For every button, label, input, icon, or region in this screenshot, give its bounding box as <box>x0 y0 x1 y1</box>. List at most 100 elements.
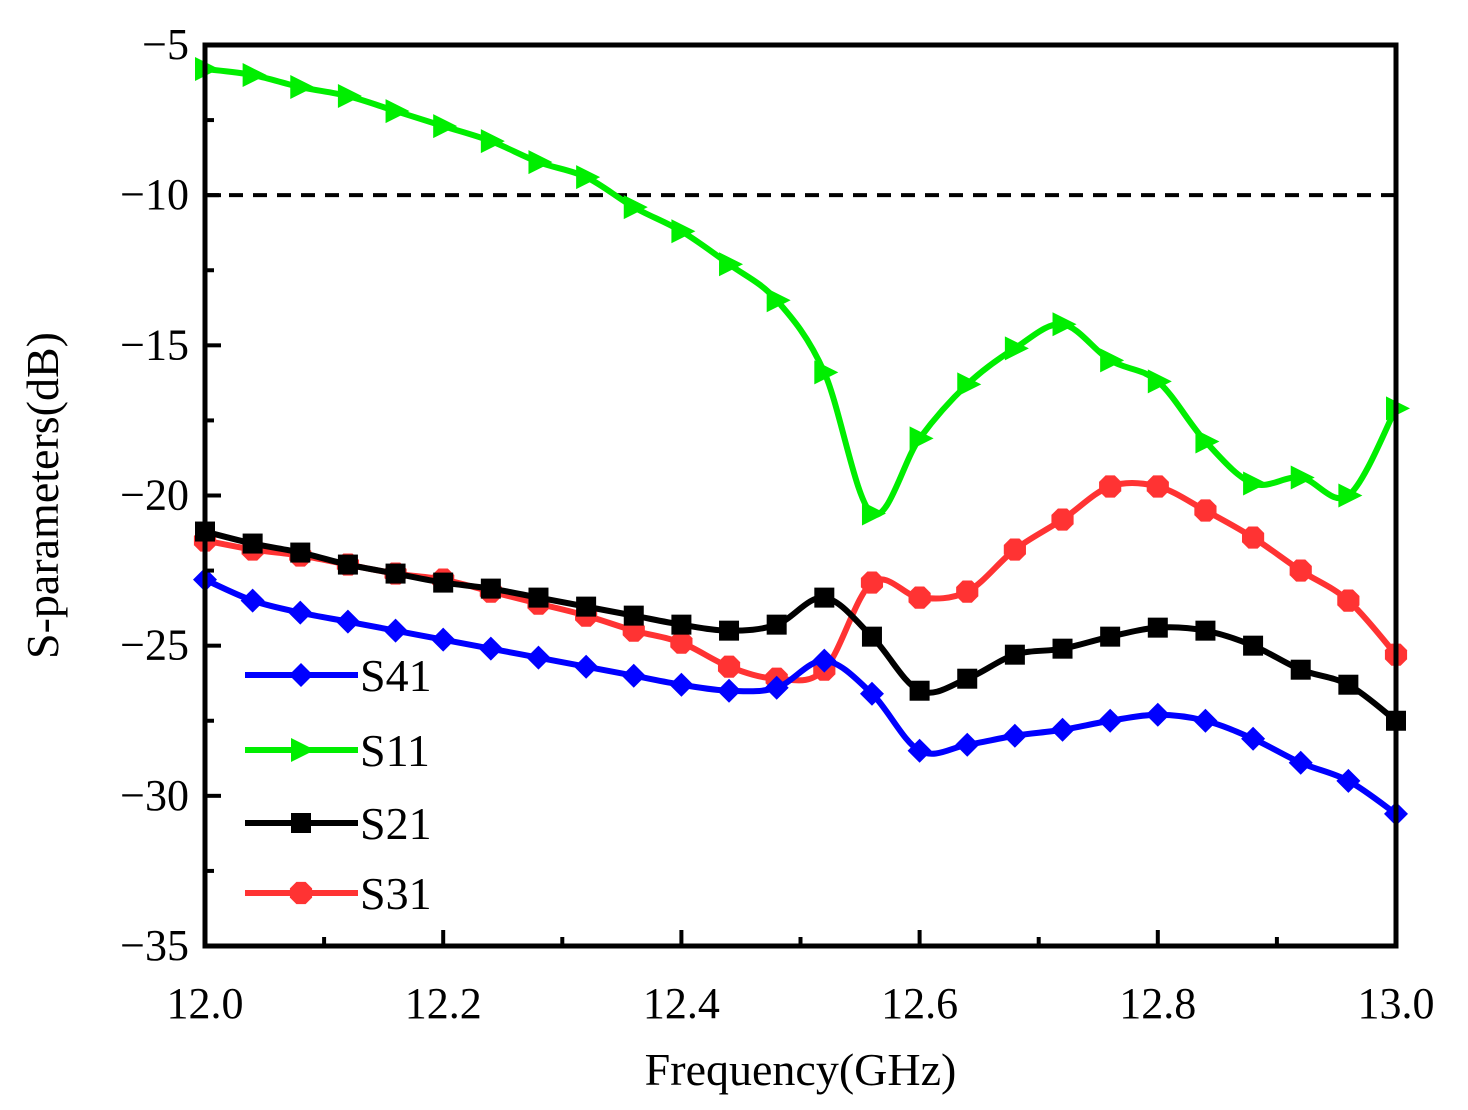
data-point-s41 <box>764 675 789 700</box>
data-point-s31 <box>1146 475 1169 498</box>
y-axis-title: S-parameters(dB) <box>17 332 68 659</box>
data-point-s31 <box>1099 475 1122 498</box>
data-point-s11 <box>433 114 458 139</box>
y-tick-label: −25 <box>120 621 189 670</box>
data-point-s21 <box>719 620 740 641</box>
data-point-s11 <box>814 360 839 385</box>
data-point-s11 <box>957 372 982 397</box>
y-tick-label: −10 <box>120 170 189 219</box>
data-point-s41 <box>1002 723 1027 748</box>
data-point-s11 <box>1338 483 1363 508</box>
legend: S41 S11 S21 S31 <box>245 650 432 919</box>
data-point-s11 <box>909 426 934 451</box>
data-point-s11 <box>576 165 601 190</box>
data-point-s21 <box>909 680 930 701</box>
legend-item-s31: S31 <box>245 868 432 919</box>
data-point-s31 <box>860 571 884 594</box>
data-point-s31 <box>670 631 693 654</box>
data-point-s21 <box>957 668 978 689</box>
data-point-s41 <box>812 648 837 673</box>
data-point-s41 <box>955 732 980 757</box>
data-point-s41 <box>526 645 551 670</box>
data-point-s21 <box>528 587 549 608</box>
legend-marker <box>291 738 315 762</box>
data-point-s11 <box>861 501 886 526</box>
x-tick-label: 12.4 <box>643 979 720 1028</box>
legend-label: S11 <box>360 725 430 776</box>
data-point-s41 <box>907 738 932 763</box>
data-point-s11 <box>766 288 791 313</box>
legend-marker <box>289 663 313 687</box>
data-point-s31 <box>908 586 931 609</box>
y-tick-label: −20 <box>120 471 189 520</box>
data-point-s41 <box>383 618 408 643</box>
legend-label: S21 <box>360 798 432 849</box>
y-tick-label: −5 <box>142 20 189 69</box>
data-point-s21 <box>671 614 692 635</box>
data-point-s41 <box>335 609 360 634</box>
data-point-s41 <box>431 627 456 652</box>
data-point-s11 <box>385 99 410 124</box>
data-point-s41 <box>1336 768 1361 793</box>
legend-item-s41: S41 <box>245 650 432 701</box>
data-point-s21 <box>480 578 501 599</box>
data-point-s21 <box>1243 635 1264 656</box>
data-point-s11 <box>1290 465 1315 490</box>
data-point-s31 <box>1003 538 1026 561</box>
data-point-s11 <box>671 219 696 244</box>
y-tick-label: −30 <box>120 771 189 820</box>
data-point-s11 <box>1100 348 1125 373</box>
legend-marker <box>289 881 313 905</box>
x-tick-label: 12.0 <box>167 979 244 1028</box>
data-point-s21 <box>1052 638 1073 659</box>
data-point-s11 <box>1004 336 1029 361</box>
x-tick-label: 13.0 <box>1358 979 1435 1028</box>
data-point-s21 <box>1338 674 1359 695</box>
data-point-s11 <box>1147 369 1172 394</box>
x-tick-label: 12.8 <box>1119 979 1196 1028</box>
legend-item-s11: S11 <box>245 725 430 776</box>
data-point-s21 <box>576 596 597 617</box>
data-point-s21 <box>861 626 882 647</box>
data-point-s31 <box>1241 526 1265 549</box>
x-tick-label: 12.2 <box>405 979 482 1028</box>
data-point-s31 <box>1289 559 1312 582</box>
data-point-s11 <box>337 84 362 109</box>
data-point-s21 <box>1290 659 1311 680</box>
data-point-s21 <box>385 563 406 584</box>
legend-item-s21: S21 <box>245 798 432 849</box>
y-tick-label: −35 <box>120 921 189 970</box>
data-point-s41 <box>1288 750 1313 775</box>
data-point-s31 <box>1051 508 1074 531</box>
data-point-s21 <box>766 614 787 635</box>
data-point-s41 <box>1098 708 1123 733</box>
data-point-s41 <box>1050 717 1075 742</box>
data-point-s41 <box>859 681 884 706</box>
legend-label: S41 <box>360 650 432 701</box>
data-point-s41 <box>1145 702 1170 727</box>
data-point-s11 <box>1052 312 1077 337</box>
data-point-s11 <box>242 63 267 88</box>
data-point-s41 <box>1193 708 1218 733</box>
data-point-s21 <box>623 605 644 626</box>
data-point-s11 <box>480 129 505 154</box>
data-point-s41 <box>240 588 265 613</box>
series-s21 <box>195 521 1406 731</box>
x-tick-label: 12.6 <box>881 979 958 1028</box>
axes: 12.0 12.2 12.4 12.6 12.8 13.0 −5 −10 −15 −20 −25 −3… <box>120 20 1434 1028</box>
legend-label: S31 <box>360 868 432 919</box>
data-point-s41 <box>1241 726 1266 751</box>
data-point-s11 <box>1243 471 1268 496</box>
data-point-s31 <box>1194 499 1217 522</box>
data-point-s21 <box>433 572 454 593</box>
data-point-s31 <box>956 580 979 603</box>
x-axis-title: Frequency(GHz) <box>645 1044 957 1095</box>
data-point-s21 <box>242 533 263 554</box>
data-point-s11 <box>290 75 315 100</box>
plot-area <box>193 57 1410 826</box>
y-tick-label: −15 <box>120 320 189 369</box>
data-point-s41 <box>574 654 599 679</box>
data-point-s21 <box>337 554 358 575</box>
data-point-s21 <box>290 542 311 563</box>
